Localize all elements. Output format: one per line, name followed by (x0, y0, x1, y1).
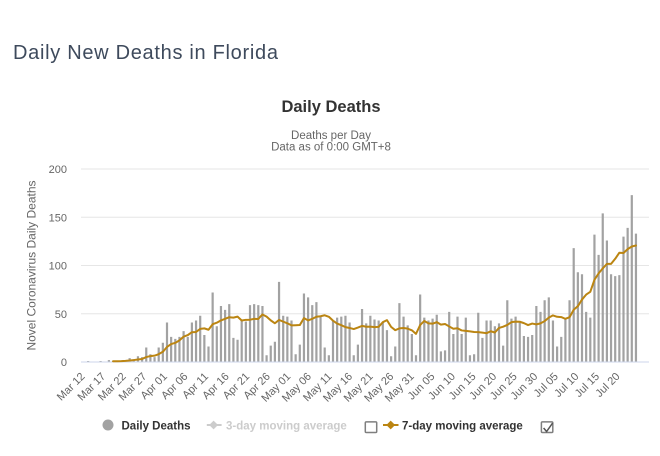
svg-text:150: 150 (49, 212, 67, 224)
svg-text:Deaths per Day: Deaths per Day (291, 130, 371, 142)
svg-text:7-day moving average: 7-day moving average (402, 421, 523, 433)
svg-text:Daily New Deaths in Florida: Daily New Deaths in Florida (13, 42, 279, 64)
svg-text:Novel Coronavirus Daily Deaths: Novel Coronavirus Daily Deaths (25, 180, 39, 350)
svg-text:50: 50 (55, 309, 67, 321)
svg-text:3-day moving average: 3-day moving average (226, 421, 347, 433)
svg-text:Data as of 0:00 GMT+8: Data as of 0:00 GMT+8 (271, 142, 391, 154)
svg-text:100: 100 (49, 261, 67, 273)
svg-text:200: 200 (49, 164, 67, 176)
svg-text:0: 0 (61, 357, 67, 369)
svg-text:Daily Deaths: Daily Deaths (281, 98, 380, 116)
svg-text:Daily Deaths: Daily Deaths (122, 421, 191, 433)
